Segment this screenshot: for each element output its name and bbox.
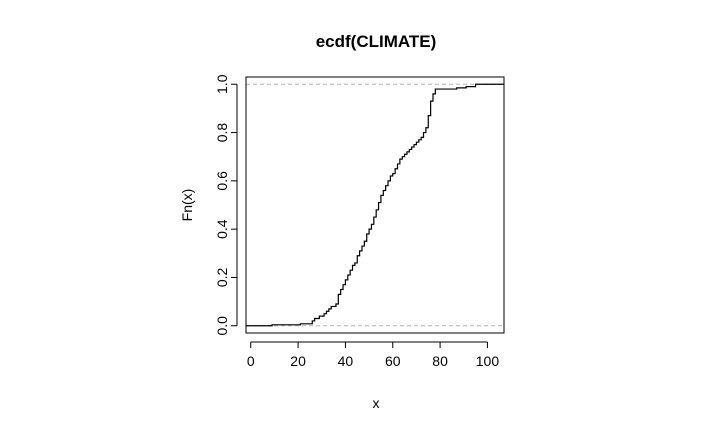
x-tick-label: 60 xyxy=(385,353,401,369)
y-tick-label: 0.2 xyxy=(214,268,230,288)
chart-title: ecdf(CLIMATE) xyxy=(316,32,437,51)
y-tick-label: 0.0 xyxy=(214,316,230,336)
plot-frame xyxy=(245,76,505,334)
reference-lines xyxy=(246,83,504,327)
x-tick-label: 20 xyxy=(290,353,306,369)
x-tick-label: 40 xyxy=(338,353,354,369)
ecdf-step-line xyxy=(246,83,504,327)
y-tick-label: 0.8 xyxy=(214,123,230,143)
y-tick-label: 1.0 xyxy=(214,74,230,94)
x-axis: 0 20 40 60 80 100 xyxy=(247,341,500,369)
y-tick-label: 0.4 xyxy=(214,219,230,239)
x-axis-label: x xyxy=(373,395,380,411)
x-tick-label: 0 xyxy=(247,353,255,369)
y-tick-label: 0.6 xyxy=(214,171,230,191)
x-tick-label: 100 xyxy=(476,353,500,369)
y-axis-label: Fn(x) xyxy=(179,189,195,222)
y-axis: 0.0 0.2 0.4 0.6 0.8 1.0 xyxy=(214,74,238,336)
x-tick-label: 80 xyxy=(432,353,448,369)
